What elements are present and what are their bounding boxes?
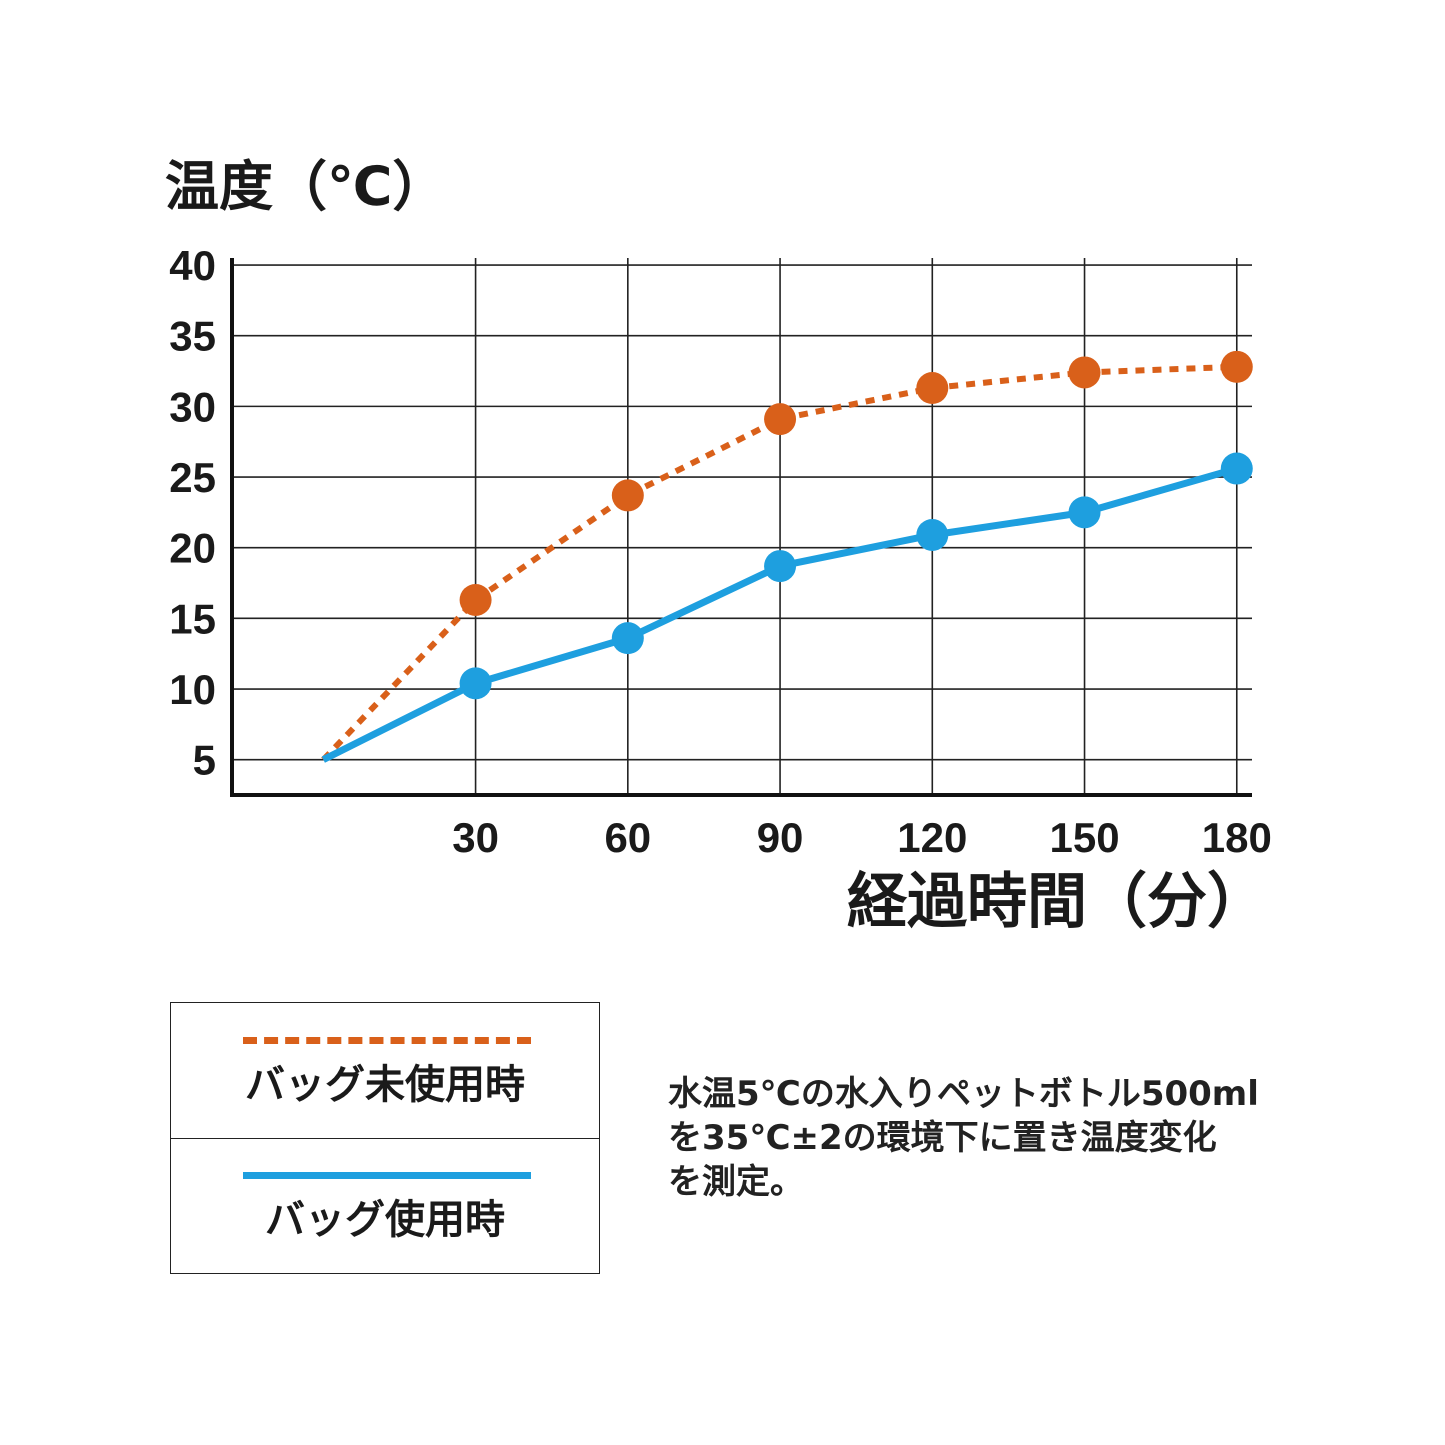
data-point	[611, 622, 644, 655]
y-tick-label: 30	[169, 383, 216, 430]
legend-label-unused: バッグ未使用時	[245, 1062, 525, 1108]
x-tick-label: 60	[604, 814, 651, 861]
data-point	[459, 583, 492, 616]
temperature-chart: 5 10 15 20 25 30 35 40 30 60 90 120 150 180	[169, 242, 1272, 861]
axes	[230, 258, 1252, 797]
legend: バッグ未使用時 バッグ使用時	[170, 1002, 600, 1274]
legend-swatch-solid	[243, 1172, 531, 1179]
data-point	[1220, 350, 1253, 383]
y-tick-label: 40	[169, 242, 216, 289]
x-axis-label: 経過時間（分）	[847, 867, 1267, 937]
x-tick-label: 90	[757, 814, 804, 861]
series-unused	[321, 350, 1253, 762]
legend-item-unused: バッグ未使用時	[171, 1003, 599, 1139]
y-tick-label: 35	[169, 313, 216, 360]
note-line-3: を測定。	[668, 1162, 804, 1202]
note-line-1: 水温5℃の水入りペットボトル500ml	[668, 1074, 1259, 1114]
legend-label-used: バッグ使用時	[265, 1197, 505, 1243]
x-tick-label: 30	[452, 814, 499, 861]
data-point	[459, 667, 492, 700]
data-point	[611, 479, 644, 512]
y-tick-label: 15	[169, 595, 216, 642]
data-point	[916, 518, 949, 551]
data-point	[764, 403, 797, 436]
y-tick-labels: 5 10 15 20 25 30 35 40	[169, 242, 216, 784]
note-line-2: を35℃±2の環境下に置き温度変化	[668, 1118, 1217, 1158]
data-point	[1068, 496, 1101, 529]
y-tick-label: 10	[169, 666, 216, 713]
legend-item-used: バッグ使用時	[171, 1138, 599, 1273]
data-point	[1068, 356, 1101, 389]
data-point	[764, 550, 797, 583]
x-tick-labels: 30 60 90 120 150 180	[452, 814, 1272, 861]
data-point	[916, 372, 949, 405]
grid	[232, 258, 1252, 795]
y-tick-label: 20	[169, 525, 216, 572]
y-tick-label: 5	[193, 737, 216, 784]
x-tick-label: 120	[897, 814, 967, 861]
series-used	[321, 452, 1253, 763]
x-tick-label: 150	[1049, 814, 1119, 861]
measurement-note: 水温5℃の水入りペットボトル500ml を35℃±2の環境下に置き温度変化 を測…	[668, 1072, 1308, 1204]
series-layer	[321, 350, 1253, 763]
legend-swatch-dotted	[243, 1037, 531, 1044]
y-tick-label: 25	[169, 454, 216, 501]
data-point	[1220, 452, 1253, 485]
y-axis-label: 温度（℃）	[165, 155, 447, 218]
x-tick-label: 180	[1202, 814, 1272, 861]
